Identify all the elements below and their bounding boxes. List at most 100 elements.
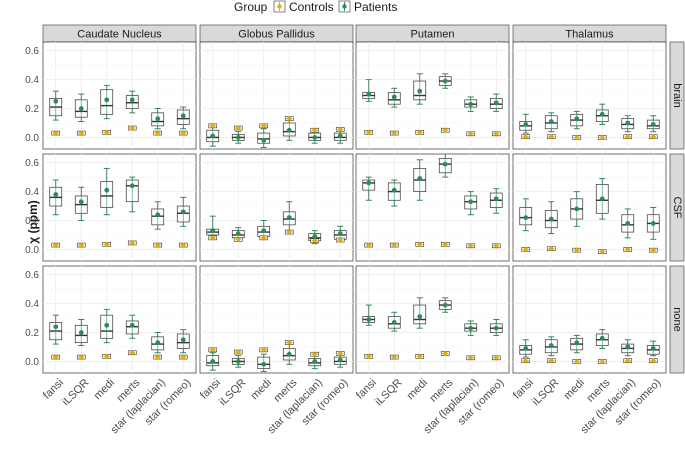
- patients-mean-point-fansi: [366, 91, 372, 97]
- panel-background: [512, 265, 667, 374]
- patients-mean-point-ilsqr: [548, 119, 554, 124]
- x-tick-label-medi: medi: [249, 377, 274, 402]
- patients-mean-point-star-laplacian: [468, 325, 474, 331]
- controls-mean-point-fansi: [53, 354, 58, 360]
- panel-background: [199, 153, 354, 262]
- controls-mean-point-star-laplacian: [312, 238, 317, 243]
- patients-mean-point-ilsqr: [548, 343, 554, 348]
- column-strip-label-globus-pallidus: Globus Pallidus: [238, 29, 315, 41]
- controls-mean-point-star-laplacian: [625, 134, 630, 139]
- y-tick-label: 0.6: [25, 158, 39, 169]
- controls-mean-point-fansi: [366, 354, 371, 359]
- patients-mean-point-star-laplacian: [312, 234, 318, 239]
- row-strip-csf: [669, 153, 685, 262]
- controls-mean-point-merts: [443, 351, 448, 356]
- patients-mean-point-merts: [129, 322, 135, 328]
- patients-mean-point-medi: [574, 116, 580, 122]
- controls-mean-point-star-romeo: [651, 248, 656, 253]
- panel-caudate-nucleus-csf: [42, 153, 197, 262]
- patients-mean-point-merts: [129, 97, 135, 103]
- panel-background: [512, 41, 667, 150]
- controls-mean-point-medi: [104, 242, 109, 247]
- controls-mean-point-merts: [443, 128, 448, 133]
- controls-mean-point-fansi: [210, 347, 215, 352]
- controls-mean-point-fansi: [210, 235, 215, 240]
- patients-mean-point-ilsqr: [391, 94, 397, 100]
- patients-mean-point-star-laplacian: [312, 135, 318, 140]
- controls-mean-point-ilsqr: [236, 125, 241, 131]
- patients-mean-point-merts: [286, 351, 292, 357]
- panel-putamen-csf: [355, 153, 510, 262]
- patients-mean-point-fansi: [53, 192, 59, 197]
- controls-mean-point-medi: [104, 130, 109, 135]
- controls-mean-point-medi: [261, 235, 266, 240]
- x-tick-label-ilsqr: iLSQR: [60, 377, 91, 408]
- controls-mean-point-star-romeo: [651, 134, 656, 139]
- y-tick-label: 0.0: [25, 245, 39, 256]
- controls-mean-point-star-laplacian: [312, 352, 317, 357]
- y-tick-label: 0.4: [25, 187, 39, 198]
- patients-mean-point-star-laplacian: [155, 212, 161, 218]
- patients-mean-point-medi: [417, 88, 423, 94]
- patients-mean-point-merts: [599, 196, 605, 202]
- patients-mean-point-star-romeo: [493, 325, 499, 331]
- controls-mean-point-ilsqr: [236, 237, 241, 242]
- patients-mean-point-star-romeo: [337, 357, 343, 363]
- x-tick-label-ilsqr: iLSQR: [530, 377, 561, 408]
- controls-mean-point-star-romeo: [338, 127, 343, 132]
- controls-mean-point-merts: [443, 242, 448, 247]
- patients-mean-point-star-romeo: [180, 113, 186, 119]
- patients-mean-point-fansi: [210, 359, 216, 364]
- controls-mean-point-fansi: [523, 134, 528, 139]
- controls-mean-point-ilsqr: [392, 242, 397, 248]
- y-tick-label: 0.4: [25, 299, 39, 310]
- patients-mean-point-fansi: [210, 228, 216, 234]
- patients-mean-point-fansi: [523, 215, 529, 221]
- controls-mean-point-star-romeo: [338, 237, 343, 243]
- patients-mean-point-fansi: [210, 133, 216, 139]
- controls-mean-point-merts: [287, 229, 292, 235]
- controls-mean-point-star-romeo: [651, 358, 656, 363]
- x-tick-label-medi: medi: [92, 377, 117, 402]
- patients-mean-point-ilsqr: [548, 216, 554, 222]
- patients-mean-point-fansi: [523, 122, 529, 127]
- controls-mean-point-star-laplacian: [155, 242, 160, 248]
- patients-mean-point-merts: [442, 161, 448, 167]
- controls-mean-point-fansi: [53, 242, 58, 248]
- row-strip-label-brain: brain: [671, 83, 683, 107]
- panel-globus-pallidus-none: [199, 265, 354, 374]
- patients-mean-point-ilsqr: [78, 330, 84, 335]
- panel-thalamus-csf: [512, 153, 667, 262]
- patients-mean-point-star-romeo: [180, 209, 186, 215]
- controls-mean-point-fansi: [523, 247, 528, 252]
- y-tick-label: 0.0: [25, 133, 39, 144]
- controls-mean-point-fansi: [366, 130, 371, 135]
- patients-mean-point-medi: [417, 176, 423, 181]
- controls-mean-point-medi: [417, 242, 422, 247]
- patients-mean-point-star-laplacian: [155, 340, 161, 346]
- patients-mean-point-merts: [286, 215, 292, 221]
- patients-mean-point-star-romeo: [650, 221, 656, 226]
- controls-mean-point-star-laplacian: [625, 358, 630, 363]
- panel-caudate-nucleus-none: [42, 265, 197, 374]
- controls-mean-point-ilsqr: [392, 130, 397, 136]
- patients-mean-point-ilsqr: [78, 106, 84, 111]
- patients-mean-point-star-laplacian: [625, 344, 631, 350]
- y-tick-label: 0.4: [25, 75, 39, 86]
- legend-key-point-controls: [277, 4, 282, 9]
- panel-background: [199, 265, 354, 374]
- controls-mean-point-ilsqr: [79, 242, 84, 248]
- controls-mean-point-medi: [574, 359, 579, 364]
- controls-mean-point-ilsqr: [392, 354, 397, 360]
- patients-mean-point-merts: [599, 111, 605, 117]
- panel-putamen-none: [355, 265, 510, 374]
- patients-mean-point-medi: [574, 340, 580, 346]
- controls-mean-point-ilsqr: [79, 130, 84, 136]
- patients-mean-point-ilsqr: [235, 231, 241, 236]
- controls-mean-point-medi: [574, 135, 579, 140]
- controls-mean-point-ilsqr: [236, 349, 241, 355]
- patients-mean-point-merts: [442, 302, 448, 308]
- legend-label-controls: Controls: [289, 0, 334, 14]
- y-tick-label: 0.6: [25, 270, 39, 281]
